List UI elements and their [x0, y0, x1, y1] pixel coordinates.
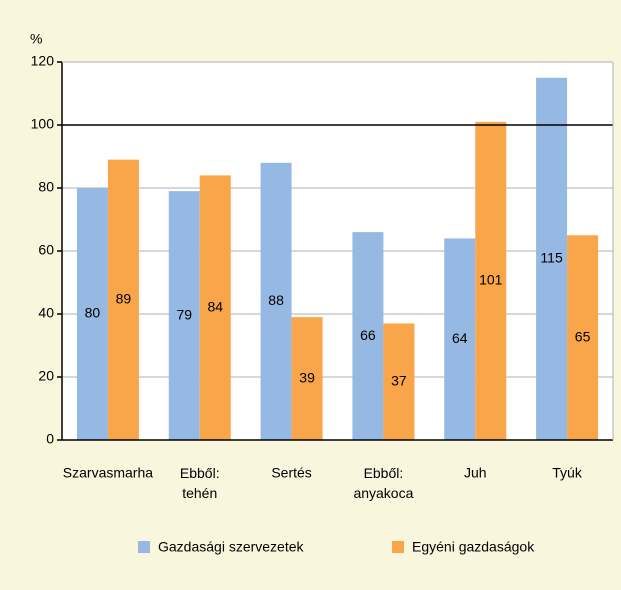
data-label: 37 [391, 372, 407, 388]
data-label: 66 [360, 327, 376, 343]
y-tick-label: 60 [38, 242, 54, 258]
bar [567, 235, 599, 440]
bar [352, 232, 384, 440]
bar [260, 162, 292, 441]
data-label: 88 [268, 292, 284, 308]
x-tick-label: Szarvasmarha [63, 465, 153, 481]
data-label: 115 [540, 250, 563, 266]
bar [291, 317, 323, 440]
data-label: 89 [116, 291, 132, 307]
legend-label: Egyéni gazdaságok [412, 539, 535, 555]
data-label: 64 [452, 330, 468, 346]
bar [76, 188, 108, 440]
data-label: 101 [479, 272, 503, 288]
bar [383, 323, 415, 440]
y-tick-label: 120 [31, 53, 55, 69]
x-tick-label: Ebből: tehén [180, 465, 220, 501]
legend-swatch [392, 541, 404, 553]
x-tick-label: Ebből: anyakoca [353, 465, 413, 501]
data-label: 79 [176, 306, 192, 322]
y-tick-label: 100 [31, 116, 55, 132]
x-tick-label: Tyúk [552, 465, 583, 481]
data-label: 39 [299, 369, 315, 385]
legend-label: Gazdasági szervezetek [158, 539, 305, 555]
x-tick-label: Juh [464, 465, 487, 481]
x-tick-label: Sertés [271, 465, 311, 481]
data-label: 65 [575, 328, 591, 344]
bar [107, 159, 139, 440]
data-label: 84 [207, 298, 223, 314]
bar [168, 191, 200, 440]
y-axis-label: % [30, 31, 42, 47]
legend-swatch [138, 541, 150, 553]
bar [444, 238, 476, 440]
data-label: 80 [85, 305, 101, 321]
y-tick-label: 40 [38, 305, 54, 321]
y-tick-label: 20 [38, 368, 54, 384]
bar [199, 175, 231, 440]
y-tick-label: 0 [46, 431, 54, 447]
bar [536, 77, 568, 440]
bar [475, 121, 507, 440]
y-tick-label: 80 [38, 179, 54, 195]
